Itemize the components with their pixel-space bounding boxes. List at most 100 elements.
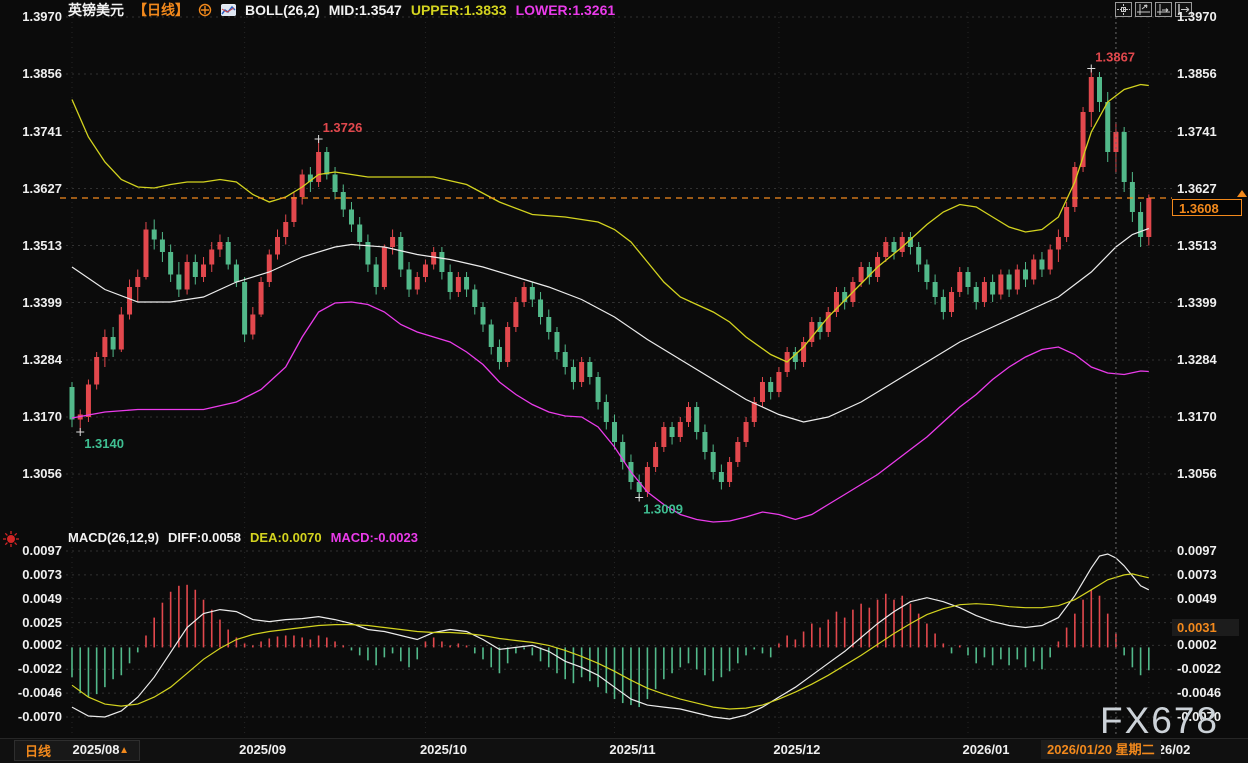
price-axis-label-right: 1.3970 — [1177, 9, 1217, 24]
candle-body — [283, 222, 289, 237]
candle-body — [439, 252, 445, 272]
macd-histogram-bar — [539, 647, 542, 662]
candle-body — [299, 174, 305, 197]
candle-body — [1023, 269, 1029, 280]
candle-body — [521, 287, 527, 302]
high-price-annotation: 1.3867 — [1095, 50, 1135, 65]
period-selector-button[interactable]: 日线 ▲ — [14, 740, 140, 761]
extreme-cross-marker — [76, 428, 85, 436]
go-to-latest-icon[interactable] — [1175, 2, 1192, 17]
high-price-annotation: 1.3726 — [323, 120, 363, 135]
price-axis-label-left: 1.3513 — [22, 237, 62, 253]
macd-histogram-bar — [169, 591, 172, 648]
macd-histogram-bar — [531, 647, 534, 656]
macd-histogram-bar — [728, 647, 731, 672]
date-axis-label: 2026/01 — [962, 742, 1010, 757]
price-axis-label-right: 1.3284 — [1177, 352, 1217, 367]
candle-body — [505, 327, 511, 362]
candle-body — [275, 237, 280, 255]
candle-body — [677, 422, 683, 437]
zoom-x-axis-icon[interactable] — [1155, 2, 1172, 17]
candle-body — [636, 482, 642, 492]
candle-body — [496, 347, 502, 362]
candle-body — [1088, 77, 1094, 112]
macd-histogram-bar — [720, 647, 723, 678]
macd-histogram-bar — [868, 607, 871, 648]
candle-body — [768, 382, 774, 392]
macd-histogram-bar — [704, 647, 706, 676]
price-axis-label-right: 1.3056 — [1177, 466, 1217, 481]
macd-histogram-bar — [186, 584, 188, 648]
candle-body — [406, 269, 412, 290]
candle-body — [69, 387, 75, 420]
candle-body — [1080, 112, 1086, 167]
macd-histogram-bar — [136, 647, 139, 653]
candle-body — [1006, 274, 1012, 290]
candle-body — [365, 242, 371, 265]
macd-axis-label-left: 0.0025 — [22, 614, 62, 630]
candle-body — [866, 267, 872, 277]
candle-body — [217, 242, 223, 250]
candle-body — [110, 337, 116, 350]
price-axis-label-left: 1.3741 — [22, 123, 62, 139]
candle-body — [1105, 102, 1111, 152]
candle-body — [513, 302, 519, 327]
boll-lower-line — [71, 301, 1149, 523]
macd-histogram-bar — [819, 627, 821, 648]
candle-body — [940, 297, 946, 312]
zoom-y-axis-icon[interactable] — [1135, 2, 1152, 17]
macd-dea-line — [71, 573, 1149, 710]
candle-body — [809, 322, 815, 342]
macd-histogram-bar — [473, 647, 476, 654]
macd-histogram-bar — [737, 647, 739, 664]
candle-body — [488, 324, 494, 347]
macd-histogram-bar — [1098, 595, 1101, 648]
macd-histogram-bar — [547, 647, 550, 668]
candle-body — [127, 287, 133, 315]
candle-body — [480, 307, 486, 325]
candle-body — [759, 382, 765, 402]
symbol-name: 英镑美元 — [68, 2, 124, 18]
candle-body — [176, 274, 182, 290]
macd-histogram-bar — [391, 647, 394, 654]
candle-body — [1014, 269, 1020, 290]
candle-body — [447, 272, 453, 292]
candle-body — [686, 407, 691, 422]
candle-body — [833, 292, 839, 312]
candle-body — [570, 367, 576, 382]
candle-body — [94, 357, 100, 385]
macd-histogram-bar — [556, 647, 558, 674]
candle-body — [916, 247, 922, 265]
macd-histogram-bar — [1049, 647, 1051, 658]
candle-body — [1031, 259, 1037, 280]
crosshair-mode-icon[interactable] — [198, 3, 212, 17]
period-tag[interactable]: 【日线】 — [133, 2, 189, 18]
macd-histogram-bar — [794, 639, 797, 648]
macd-histogram-bar — [276, 636, 279, 648]
macd-histogram-bar — [79, 647, 82, 694]
macd-histogram-bar — [95, 647, 98, 695]
candle-body — [751, 402, 757, 422]
candle-body — [661, 427, 667, 447]
candle-body — [710, 452, 716, 472]
price-axis-label-left: 1.3970 — [22, 9, 62, 24]
macd-diff-line — [71, 553, 1150, 720]
indicator-chart-icon — [221, 4, 236, 16]
macd-histogram-bar — [950, 647, 953, 654]
macd-histogram-bar — [613, 647, 616, 700]
macd-histogram-bar — [1131, 647, 1134, 668]
macd-axis-label-right: 0.0097 — [1177, 543, 1217, 558]
pan-tool-icon[interactable] — [1115, 2, 1132, 17]
candle-body — [1129, 182, 1135, 212]
candle-body — [727, 462, 733, 482]
price-axis-label-right: 1.3627 — [1177, 180, 1217, 196]
macd-histogram-bar — [687, 647, 690, 664]
price-axis-label-left: 1.3284 — [22, 352, 62, 367]
macd-histogram-bar — [967, 647, 969, 656]
macd-axis-label-left: 0.0073 — [22, 566, 62, 582]
candle-body — [776, 372, 782, 392]
macd-histogram-bar — [375, 647, 377, 666]
macd-histogram-bar — [506, 647, 509, 664]
